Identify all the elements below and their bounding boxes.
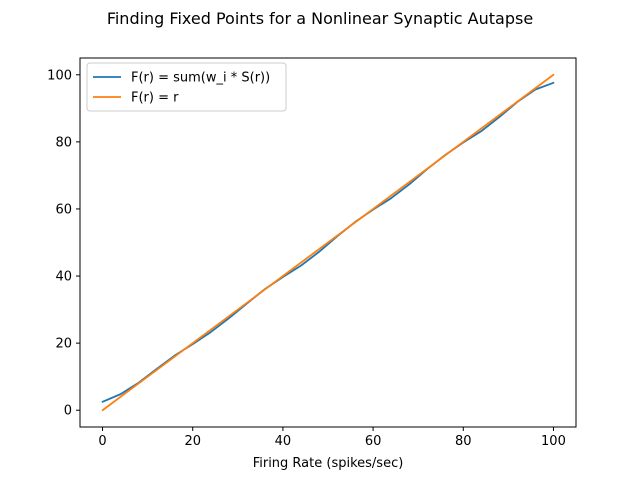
- x-tick-label: 80: [455, 434, 472, 449]
- y-tick-label: 80: [55, 135, 72, 150]
- x-axis-label: Firing Rate (spikes/sec): [253, 456, 404, 471]
- y-tick-label: 20: [55, 337, 72, 352]
- legend: F(r) = sum(w_i * S(r)) F(r) = r: [86, 62, 287, 112]
- x-tick-label: 100: [541, 434, 566, 449]
- x-tick-label: 20: [184, 434, 201, 449]
- y-tick-label: 40: [55, 270, 72, 285]
- legend-label-2: F(r) = r: [131, 91, 179, 106]
- y-tick-label: 0: [64, 404, 72, 419]
- legend-box: [86, 62, 287, 112]
- x-tick-label: 40: [275, 434, 292, 449]
- x-tick-label: 0: [98, 434, 106, 449]
- axes-frame: [79, 57, 577, 428]
- y-tick-label: 100: [47, 68, 72, 83]
- plot-area: [101, 73, 555, 412]
- y-tick-label: 60: [55, 202, 72, 217]
- series-line-2: [101, 73, 555, 412]
- axes: 0 20 40 60 80 100 0 20 40 60 80 100: [47, 57, 577, 449]
- legend-label-1: F(r) = sum(w_i * S(r)): [131, 71, 270, 86]
- chart-title: Finding Fixed Points for a Nonlinear Syn…: [107, 9, 533, 28]
- x-tick-label: 60: [365, 434, 382, 449]
